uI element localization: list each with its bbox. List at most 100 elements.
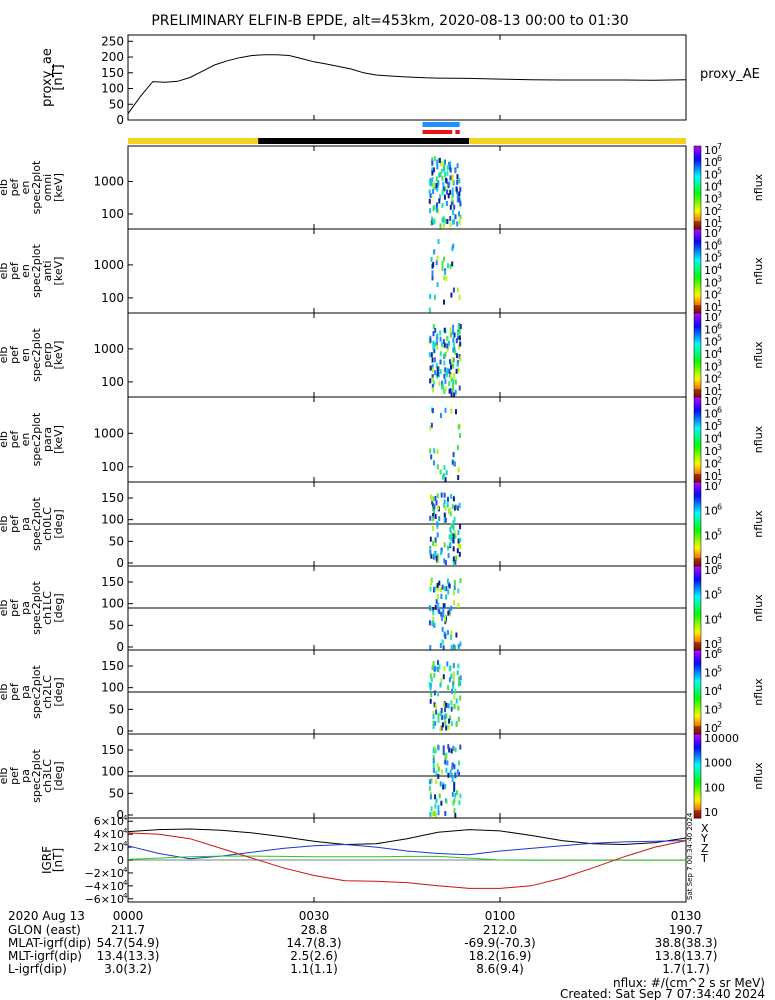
ch1LC-colorbar-cell (694, 568, 701, 571)
omni-flux-pixel (459, 201, 462, 207)
omni-flux-pixel (430, 181, 433, 187)
ch3LC-flux-pixel (444, 784, 447, 789)
ch2LC-flux-pixel (453, 704, 456, 710)
anti-colorbar-cell (694, 245, 701, 249)
omni-flux-pixel (456, 221, 459, 227)
anti-flux-pixel (441, 260, 444, 266)
para-flux-pixel (433, 460, 435, 466)
ch2LC-flux-pixel (437, 717, 440, 723)
ch3LC-colorbar-cell (694, 773, 701, 777)
omni-ztick-base: 10 (704, 193, 718, 206)
perp-flux-pixel (446, 346, 449, 352)
ch3LC-flux-pixel (449, 769, 452, 775)
omni-colorbar-cell (694, 172, 701, 176)
perp-colorbar-cell (694, 365, 701, 369)
ch2LC-flux-pixel (432, 660, 435, 666)
omni-flux-pixel (456, 179, 459, 185)
ch0LC-colorbar-cell (694, 557, 701, 561)
omni-frame (127, 145, 687, 230)
ch1LC-ztick-base: 10 (704, 613, 718, 626)
proxy-ae-ytick-label: 200 (101, 50, 124, 64)
ch0LC-flux-pixel (452, 520, 455, 526)
para-ytick-label: 100 (101, 460, 124, 474)
perp-flux-pixel (456, 361, 459, 367)
ch0LC-flux-pixel (435, 555, 438, 561)
ch3LC-colorbar-cell (694, 788, 701, 792)
ch3LC-flux-pixel (453, 781, 456, 787)
anti-colorbar-cell (694, 233, 701, 236)
anti-colorbar-cell (694, 256, 701, 259)
perp-flux-pixel (434, 370, 437, 376)
ch0LC-zlabel: nflux (752, 510, 765, 538)
perp-flux-pixel (429, 337, 432, 343)
omni-colorbar-cell (694, 191, 701, 195)
perp-flux-pixel (443, 353, 446, 359)
footer-time-label: 0030 (299, 909, 330, 923)
para-colorbar-cell (694, 452, 701, 455)
ch1LC-flux-pixel (440, 615, 443, 621)
perp-flux-pixel (437, 372, 440, 378)
perp-flux-pixel (453, 372, 456, 378)
perp-flux-pixel (458, 385, 461, 391)
ch3LC-colorbar-cell (694, 792, 701, 796)
igrf-ytick-exponent: 4 (123, 814, 128, 822)
para-ytick-label: 1000 (93, 426, 124, 440)
perp-colorbar-cell (694, 325, 701, 329)
omni-ztick-exponent: 3 (717, 191, 722, 200)
omni-flux-pixel (438, 172, 441, 178)
ch0LC-flux-pixel (458, 502, 461, 508)
ch1LC-flux-pixel (445, 594, 448, 600)
ch1LC-colorbar-cell (694, 616, 701, 619)
anti-ztick-exponent: 3 (717, 274, 722, 283)
omni-colorbar-cell (694, 202, 701, 205)
footer-row-value: 1.7(1.7) (662, 962, 710, 976)
perp-colorbar-cell (694, 323, 701, 327)
ch0LC-colorbar-cell (694, 503, 701, 506)
perp-colorbar-cell (694, 346, 701, 350)
ch0LC-flux-pixel (452, 559, 455, 565)
omni-flux-pixel (458, 178, 461, 184)
para-ztick-base: 10 (704, 433, 718, 446)
perp-flux-pixel (453, 332, 456, 338)
fgm-bar-blue (422, 122, 460, 127)
ch3LC-colorbar-cell (694, 763, 701, 766)
ch0LC-flux-pixel (433, 504, 436, 510)
perp-colorbar-cell (694, 350, 701, 354)
footer-row-value: 13.4(13.3) (97, 949, 160, 963)
ch2LC-flux-pixel (440, 711, 443, 717)
ch0LC-flux-pixel (432, 516, 435, 522)
ch2LC-colorbar-cell (694, 721, 701, 724)
omni-flux-pixel (428, 189, 431, 195)
omni-colorbar-cell (694, 216, 701, 220)
ch3LC-colorbar-cell (694, 805, 701, 808)
para-colorbar-cell (694, 462, 701, 466)
ch3LC-colorbar-cell (694, 790, 701, 794)
ch2LC-flux-pixel (459, 681, 462, 687)
perp-flux-pixel (450, 364, 452, 370)
ch0LC-ylabel-line: spec2plot (30, 497, 43, 551)
omni-flux-pixel (452, 210, 454, 215)
anti-colorbar-cell (694, 302, 701, 306)
ch3LC-ytick-label: 50 (109, 786, 124, 800)
ch1LC-ylabel-line: ch1LC (41, 591, 54, 625)
ch2LC-flux-pixel (439, 726, 442, 732)
ch3LC-colorbar-cell (694, 734, 701, 737)
ch1LC-colorbar-cell (694, 582, 701, 586)
igrf-ylabel-line: [nT] (51, 848, 65, 872)
para-flux-pixel (444, 477, 447, 483)
omni-flux-pixel (436, 164, 439, 170)
perp-colorbar-cell (694, 359, 701, 362)
ch3LC-colorbar-cell (694, 786, 701, 790)
para-flux-pixel (457, 467, 460, 473)
ch0LC-flux-pixel (437, 505, 440, 511)
ch3LC-colorbar-cell (694, 815, 701, 819)
ch0LC-ylabel-line: pef (8, 514, 21, 533)
omni-flux-pixel (431, 170, 434, 176)
ch0LC-flux-pixel (438, 516, 441, 522)
ch3LC-flux-pixel (435, 779, 438, 785)
omni-ztick-exponent: 7 (717, 142, 722, 151)
ch3LC-colorbar-cell (694, 776, 701, 779)
omni-flux-pixel (451, 187, 454, 193)
ch3LC-flux-pixel (448, 747, 451, 753)
